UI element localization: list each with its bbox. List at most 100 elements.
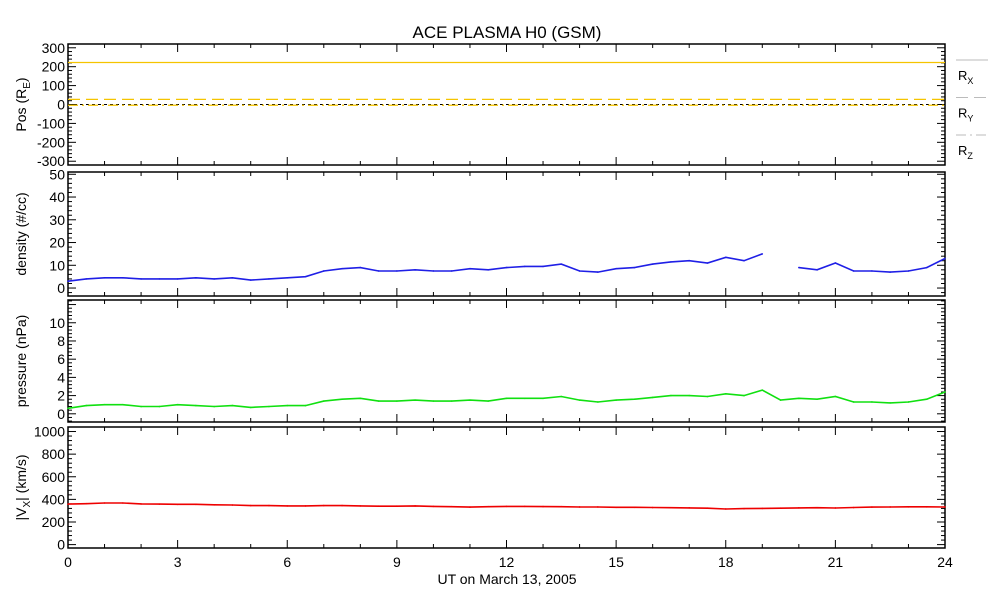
data-point-vx [249, 504, 252, 507]
legend-label-y: RY [958, 106, 973, 124]
data-point-vx [871, 506, 873, 508]
data-point-vx [560, 505, 563, 508]
data-point-pressure [889, 402, 891, 404]
data-point-density [670, 261, 672, 263]
y-tick-label: 0 [57, 280, 65, 296]
data-point-pressure [432, 400, 435, 402]
data-point-vx [651, 506, 654, 509]
y-tick-label: 1000 [34, 424, 65, 440]
data-point-vx [761, 507, 764, 510]
data-point-pressure [103, 403, 106, 406]
data-point-pressure [286, 404, 289, 407]
legend-label-text: R [958, 68, 967, 83]
panel-pressure: 0 2 4 6 8 10 pressure (nPa) [13, 299, 946, 423]
data-point-pressure [779, 399, 782, 401]
data-point-density [286, 276, 289, 279]
data-point-pressure [249, 406, 252, 409]
data-point-density [432, 270, 435, 272]
data-point-pressure [798, 397, 800, 400]
data-point-pressure [560, 395, 563, 398]
y-tick-label: 2 [57, 388, 65, 404]
y-tick-label: 600 [42, 469, 66, 485]
data-point-vx [103, 502, 106, 504]
data-point-vx [359, 505, 362, 507]
data-point-density [615, 267, 617, 270]
y-tick-label: 0 [57, 406, 65, 422]
data-point-vx [505, 505, 508, 508]
data-point-vx [779, 507, 782, 509]
data-point-density [633, 266, 636, 269]
data-point-vx [450, 505, 453, 508]
data-point-vx [67, 503, 69, 505]
y-tick-label: 4 [57, 369, 65, 385]
data-point-density [231, 276, 234, 279]
data-point-density [871, 270, 873, 272]
data-point-density [743, 259, 745, 262]
legend-label-z: RZ [958, 143, 973, 161]
y-tick-label: 800 [42, 446, 66, 462]
data-point-pressure [213, 405, 215, 408]
data-point-pressure [542, 397, 544, 400]
data-point-vx [158, 503, 161, 505]
x-tick-label: 15 [608, 554, 624, 570]
data-point-pressure [597, 401, 599, 403]
panel-density: 0 10 20 30 40 50 density (#/cc) [13, 166, 946, 297]
data-point-pressure [651, 396, 654, 399]
data-point-pressure [304, 404, 307, 407]
data-point-pressure [761, 389, 764, 391]
data-point-density [706, 262, 709, 264]
y-tick-label: 100 [42, 78, 66, 94]
data-point-pressure [505, 397, 508, 400]
y-axis-label-text: Pos (R [13, 89, 29, 132]
data-point-density [542, 265, 544, 268]
data-point-density [761, 253, 764, 255]
data-point-density [487, 269, 490, 271]
data-point-pressure [176, 403, 179, 406]
data-point-vx [140, 503, 142, 505]
data-point-pressure [670, 394, 672, 397]
data-point-density [158, 278, 161, 280]
data-point-density [341, 267, 343, 270]
data-point-density [67, 280, 69, 283]
data-point-pressure [871, 401, 873, 403]
data-point-vx [597, 506, 599, 508]
data-point-density [249, 279, 252, 281]
data-point-vx [798, 507, 800, 509]
data-point-pressure [615, 399, 617, 401]
data-point-vx [213, 504, 215, 506]
data-point-density [523, 265, 526, 268]
y-tick-label: 300 [42, 40, 66, 56]
data-point-vx [743, 507, 745, 510]
data-point-density [377, 270, 380, 272]
data-point-density [268, 278, 270, 280]
data-point-pressure [469, 399, 471, 401]
y-axis-label-text: density (#/cc) [13, 192, 29, 275]
data-point-vx [396, 505, 398, 507]
y-tick-label: 10 [49, 257, 65, 273]
data-point-density [396, 270, 398, 272]
data-point-pressure [359, 397, 362, 400]
data-point-pressure [925, 398, 928, 401]
data-point-vx [834, 507, 837, 509]
data-point-pressure [231, 404, 234, 407]
data-point-density [176, 278, 179, 280]
data-point-density [651, 263, 654, 265]
data-point-pressure [852, 401, 855, 403]
data-point-pressure [450, 400, 453, 402]
data-point-density [798, 266, 800, 269]
data-point-vx [816, 506, 818, 509]
data-point-pressure [706, 395, 709, 398]
y-axis-label: pressure (nPa) [13, 315, 29, 408]
data-point-vx [633, 506, 636, 509]
data-point-density [889, 271, 891, 273]
x-axis-label: UT on March 13, 2005 [437, 571, 576, 587]
data-point-density [907, 270, 910, 272]
data-point-vx [706, 507, 709, 509]
data-point-density [505, 266, 508, 269]
data-point-pressure [816, 398, 818, 401]
data-point-pressure [158, 405, 161, 408]
data-point-vx [944, 506, 946, 508]
